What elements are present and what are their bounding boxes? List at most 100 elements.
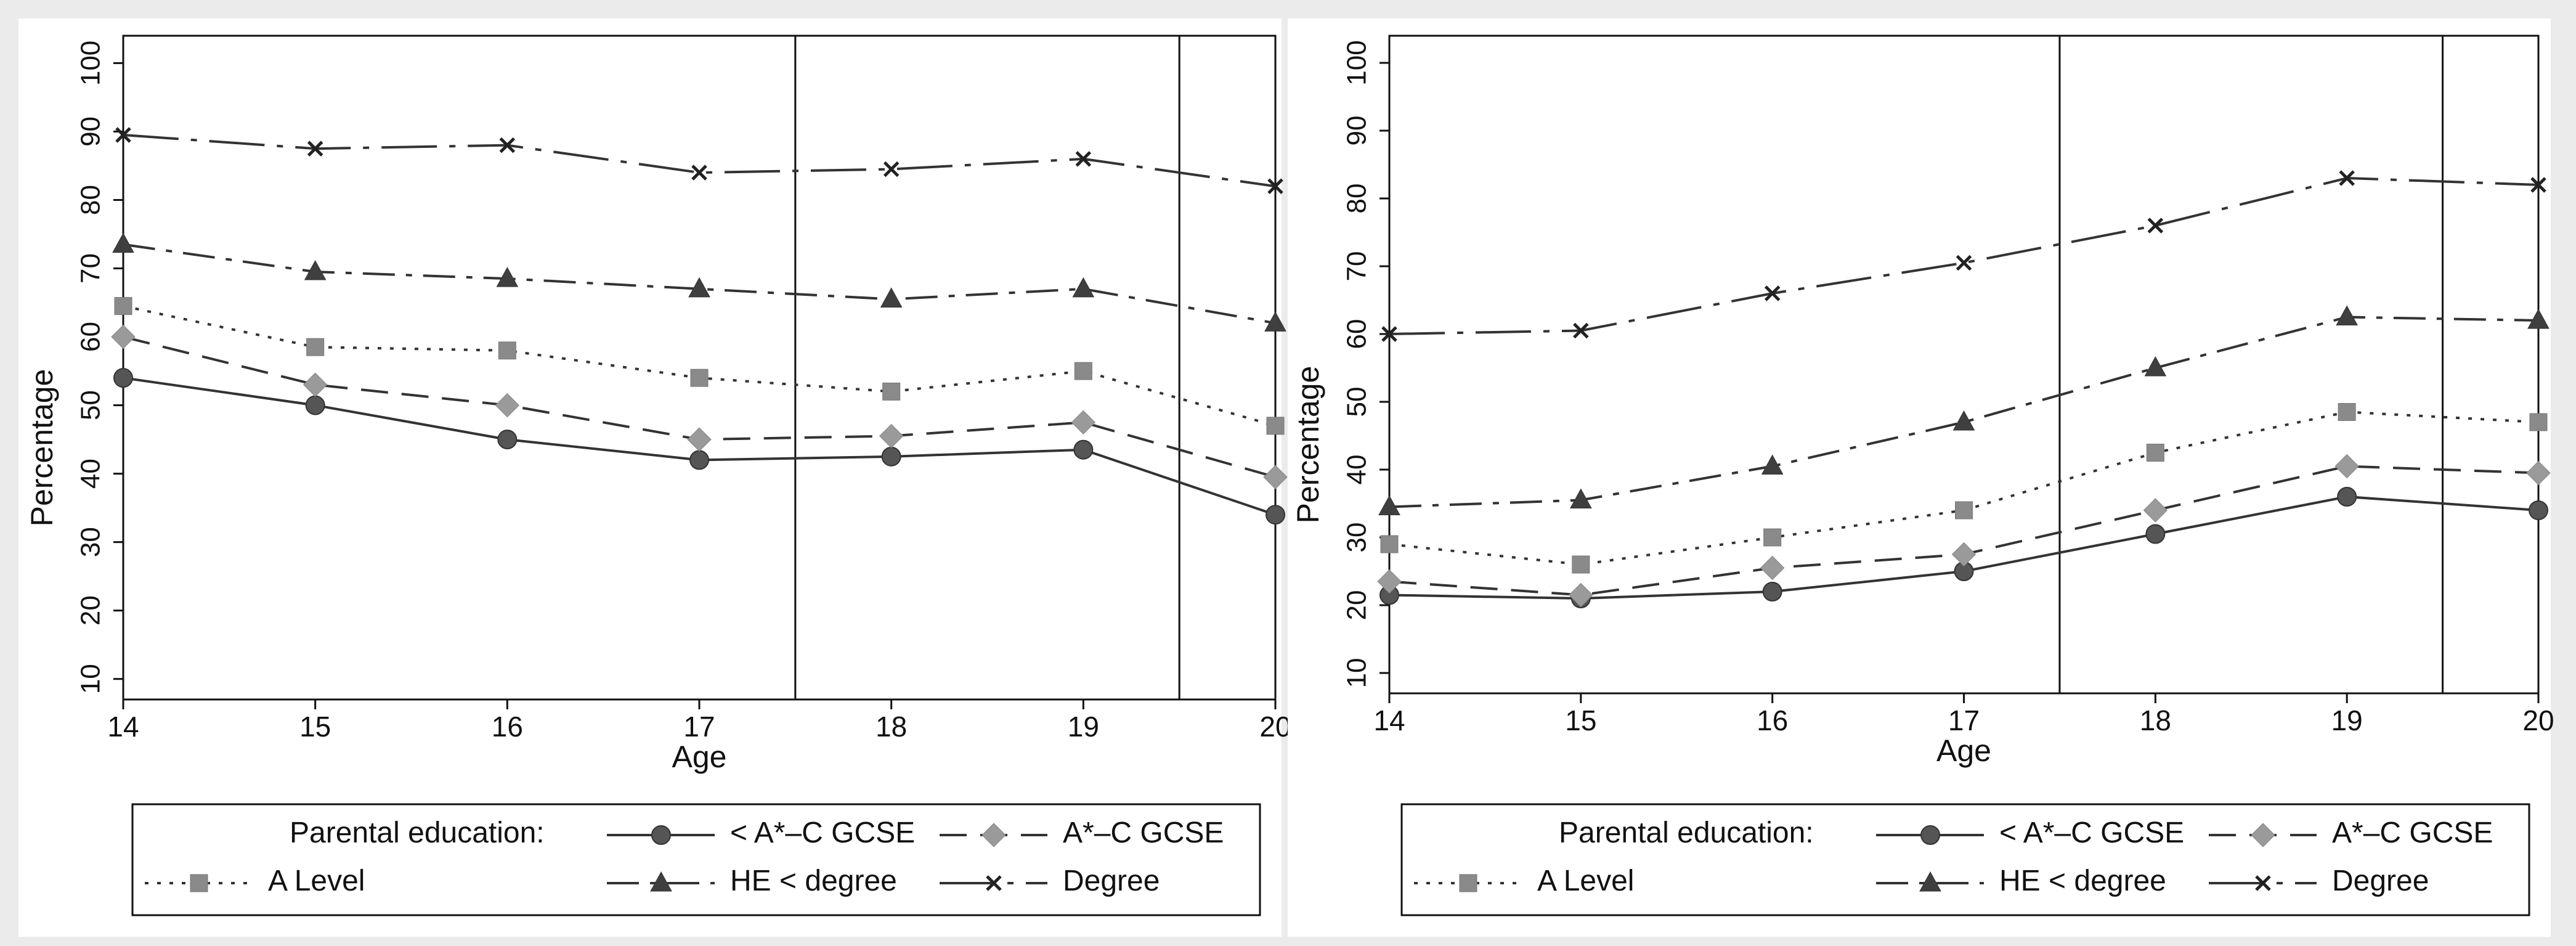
- panel-1-series-x-point-17-stroke-b: [691, 165, 707, 181]
- panel-1-series-diamond-point-18: [879, 423, 904, 449]
- panel-1: 10 20 30 40 50 60 70 80 90 100 14 15 16 17 18 19 20 Age Pe…: [18, 18, 1291, 937]
- panel-2-x-tick-label-14: 14: [1373, 704, 1405, 736]
- panel-2-legend-entry-triangle-label: HE < degree: [1999, 865, 2166, 897]
- panel-2-series-diamond-point-14: [1377, 569, 1402, 594]
- panel-2-y-tick-label-90: 90: [1342, 116, 1372, 146]
- panel-1-series-square-point-15: [306, 338, 325, 356]
- panel-1-series-diamond-point-17: [687, 427, 712, 452]
- panel-2-series-x-point-20: [2530, 177, 2546, 193]
- panel-1-legend-title: Parental education:: [290, 817, 545, 849]
- panel-2-legend-box: [1400, 803, 2530, 916]
- panel-2-series-circle-point-20: [2529, 500, 2548, 520]
- panel-2-series-circle-point-16: [1762, 582, 1782, 601]
- panel-1-series-x-point-15-stroke-b: [307, 141, 323, 157]
- panel-1-series-triangle-point-15: [304, 260, 327, 280]
- panel-1-x-tick-label-15: 15: [299, 711, 331, 743]
- panel-2-series-diamond-point-17: [1951, 542, 1977, 567]
- panel-2-series-x-point-19: [2339, 170, 2355, 186]
- panel-1-y-tick-label-100: 100: [76, 41, 106, 86]
- panel-1-x-tick-label-14: 14: [107, 711, 139, 743]
- panel-1-series-circle-point-17: [689, 450, 709, 470]
- panel-2-series-diamond-point-18: [2143, 498, 2168, 523]
- panel-1-series-diamond-point-14: [111, 324, 136, 349]
- panel-2-series-square-point-16: [1763, 528, 1782, 547]
- panel-2-x-axis-title: Age: [1936, 733, 1991, 768]
- panel-2-series-x-point-17-stroke-b: [1956, 255, 1972, 271]
- panel-2-series-square-point-20: [2529, 413, 2548, 431]
- panel-1-y-tick-label-70: 70: [76, 253, 106, 283]
- panel-1-series-triangle-point-17: [688, 277, 710, 298]
- panel-2-y-axis-title: Percentage: [1291, 366, 1325, 524]
- panel-2-series-x-point-14-stroke-b: [1381, 326, 1397, 342]
- panel-2-x-tick-label-15: 15: [1565, 704, 1596, 736]
- panel-1-series-circle-point-14: [113, 368, 133, 388]
- panel-1-series-x-point-19: [1075, 151, 1092, 167]
- panel-1-series-square-point-16: [498, 341, 516, 360]
- panel-1-series-x-point-17: [691, 165, 707, 181]
- panel-1-legend-entry-circle-marker: [651, 825, 671, 845]
- panel-2-series-x-point-14: [1381, 326, 1397, 342]
- panel-2-y-tick-label-50: 50: [1342, 387, 1372, 417]
- panel-1-series-x-point-14: [115, 127, 131, 143]
- panel-1-x-tick-label-18: 18: [876, 711, 907, 743]
- panel-2-series-diamond-point-20: [2526, 460, 2551, 486]
- panel-1-series-diamond-point-19: [1071, 410, 1096, 435]
- panel-1-series-circle-point-20: [1266, 505, 1285, 525]
- panel-1-legend-entry-diamond-marker: [981, 823, 1006, 847]
- panel-1-series-x-point-19-stroke-b: [1075, 151, 1092, 167]
- panel-2-legend-entry-circle-marker: [1920, 825, 1940, 845]
- panel-2-series-square-point-14: [1380, 535, 1399, 553]
- panel-2-series-triangle-point-14: [1378, 495, 1400, 515]
- panel-1-series-triangle-point-19: [1072, 277, 1095, 298]
- panel-2-legend-entry-circle-label: < A*–C GCSE: [1999, 817, 2184, 849]
- panel-1-series-circle-point-15: [305, 395, 325, 415]
- panel-2-y-tick-label-40: 40: [1342, 455, 1372, 485]
- panel-1-x-tick-label-19: 19: [1068, 711, 1099, 743]
- panel-2-legend-entry-x-marker-stroke-b: [2255, 875, 2271, 891]
- panel-2-y-tick-label-30: 30: [1342, 523, 1372, 553]
- panel-1-series-x-point-16-stroke-b: [499, 137, 516, 153]
- panel-2-series-square-point-15: [1572, 555, 1590, 574]
- panel-2-series-triangle-point-18: [2144, 356, 2167, 377]
- panel-2: 10 20 30 40 50 60 70 80 90 100 14 15 16 17 18 19 20 Age Pe…: [1288, 18, 2554, 937]
- panel-2-series-triangle-point-19: [2336, 305, 2359, 325]
- panel-2-x-tick-label-16: 16: [1757, 704, 1788, 736]
- panel-2-series-square-point-17: [1955, 501, 1973, 520]
- panel-1-series-diamond-point-15: [303, 372, 328, 397]
- panel-2-series-square-point-18: [2146, 444, 2164, 462]
- panel-1-series-x-point-15: [307, 141, 323, 157]
- panel-1-legend-entry-x-marker-stroke-b: [986, 875, 1002, 891]
- panel-1-series-x-point-14-stroke-b: [115, 127, 131, 143]
- panel-2-y-tick-label-80: 80: [1342, 184, 1372, 214]
- panel-2-legend-entry-diamond-label: A*–C GCSE: [2332, 817, 2493, 849]
- panel-1-series-square-point-18: [882, 382, 901, 401]
- panel-2-series-x-point-18: [2147, 218, 2164, 234]
- panel-2-series-diamond-point-16: [1760, 555, 1785, 581]
- panel-1-series-square-point-14: [114, 297, 132, 316]
- panel-2-legend-entry-square-label: A Level: [1537, 865, 1634, 897]
- panel-1-y-tick-label-60: 60: [76, 322, 106, 352]
- panel-1-y-tick-label-80: 80: [76, 185, 106, 215]
- panel-1-x-axis-title: Age: [672, 740, 727, 774]
- panel-1-series-triangle-point-18: [880, 287, 903, 308]
- panel-1-series-x-point-16: [499, 137, 516, 153]
- panel-2-y-tick-label-70: 70: [1342, 251, 1372, 282]
- panel-2-x-tick-label-19: 19: [2331, 704, 2363, 736]
- panel-1-series-triangle-point-20: [1264, 311, 1286, 332]
- panel-2-y-tick-label-20: 20: [1342, 590, 1372, 621]
- panel-2-x-tick-label-18: 18: [2140, 704, 2171, 736]
- panel-1-series-triangle-point-14: [112, 232, 134, 253]
- panel-2-series-triangle-point-17: [1952, 410, 1975, 431]
- panel-1-y-tick-label-50: 50: [76, 390, 106, 420]
- panel-2-series-triangle-point-20: [2527, 308, 2550, 329]
- panel-2-legend-entry-triangle-marker: [1919, 871, 1941, 892]
- panel-1-legend-entry-x-label: Degree: [1063, 865, 1160, 897]
- panel-1-series-triangle-point-16: [496, 267, 519, 287]
- panel-1-plot-frame: [122, 35, 1277, 701]
- panel-1-y-axis-title: Percentage: [25, 369, 59, 527]
- panel-1-legend-entry-triangle-marker: [650, 871, 672, 892]
- panel-2-series-circle-point-19: [2337, 487, 2357, 507]
- panel-1-series-diamond-point-20: [1263, 465, 1288, 489]
